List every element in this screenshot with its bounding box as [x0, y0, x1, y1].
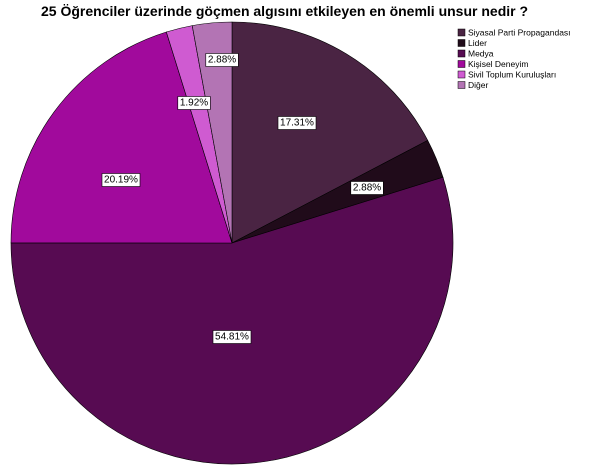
pie-slice-4	[10, 31, 233, 244]
data-label-text: 20.19%	[104, 175, 138, 186]
legend-label: Lider	[468, 38, 487, 48]
data-label-box	[177, 96, 211, 110]
legend-label: Siyasal Parti Propagandası	[468, 28, 571, 38]
legend-swatch	[457, 60, 466, 68]
data-label-box	[277, 116, 317, 130]
data-label-text: 2.88%	[208, 55, 236, 66]
legend-label: Medya	[468, 49, 494, 59]
data-label-2: 2.88%	[350, 181, 384, 195]
legend: Siyasal Parti PropagandasıLiderMedyaKişi…	[457, 28, 571, 90]
data-labels: 17.31% 2.88% 54.81% 20.19% 1.92% 2.88%	[101, 53, 384, 344]
data-label-box	[205, 53, 239, 67]
pie-slice-1	[231, 21, 429, 244]
legend-swatch	[457, 70, 466, 79]
data-label-box	[101, 173, 141, 187]
legend-item-2: Lider	[457, 38, 487, 48]
data-label-1: 17.31%	[277, 116, 317, 130]
pie-slice-3	[10, 176, 454, 465]
data-label-4: 20.19%	[101, 173, 141, 187]
legend-item-6: Diğer	[457, 80, 488, 90]
pie-slices	[10, 21, 454, 465]
data-label-box	[350, 181, 384, 195]
data-label-text: 2.88%	[353, 183, 381, 194]
legend-item-3: Medya	[457, 49, 494, 59]
data-label-6: 2.88%	[205, 53, 239, 67]
legend-label: Kişisel Deneyim	[468, 59, 528, 69]
legend-item-1: Siyasal Parti Propagandası	[457, 28, 571, 38]
data-label-text: 1.92%	[180, 98, 208, 109]
data-label-5: 1.92%	[177, 96, 211, 110]
legend-swatch	[457, 81, 466, 89]
data-label-3: 54.81%	[212, 330, 252, 344]
legend-swatch	[457, 39, 466, 47]
data-label-box	[212, 330, 252, 344]
pie-slice-6	[191, 21, 233, 244]
legend-item-5: Sivil Toplum Kuruluşları	[457, 70, 556, 80]
legend-swatch	[457, 49, 466, 58]
legend-label: Sivil Toplum Kuruluşları	[468, 70, 556, 80]
data-label-text: 17.31%	[280, 118, 314, 129]
legend-item-4: Kişisel Deneyim	[457, 59, 528, 69]
chart-title: 25 Öğrenciler üzerinde göçmen algısını e…	[41, 3, 529, 19]
legend-swatch	[457, 28, 466, 37]
data-label-text: 54.81%	[215, 332, 249, 343]
legend-label: Diğer	[468, 80, 488, 90]
